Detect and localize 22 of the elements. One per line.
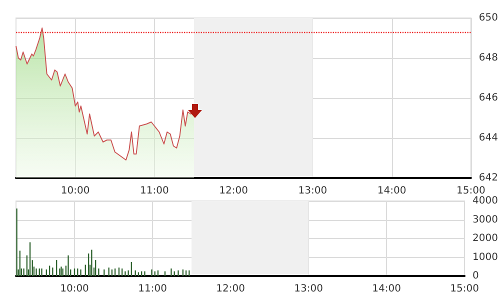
- x-tick-label: 10:00: [60, 284, 89, 294]
- x-tick-label: 13:00: [298, 186, 328, 196]
- y-tick-label: 642: [478, 172, 498, 184]
- x-tick-label: 15:00: [456, 186, 486, 196]
- x-tick-label: 11:00: [138, 284, 167, 294]
- y-tick-label: 0: [472, 270, 479, 282]
- y-tick-label: 2000: [472, 233, 498, 244]
- x-tick-label: 10:00: [60, 186, 90, 196]
- y-tick-label: 646: [478, 92, 498, 104]
- y-tick-label: 650: [478, 12, 498, 24]
- x-tick-label: 12:00: [216, 284, 245, 294]
- x-tick-label: 12:00: [219, 186, 248, 196]
- y-tick-label: 3000: [472, 214, 498, 226]
- y-tick-label: 1000: [472, 252, 498, 263]
- y-tick-label: 4000: [472, 196, 498, 206]
- x-tick-label: 14:00: [377, 186, 406, 196]
- x-tick-label: 13:00: [294, 284, 323, 294]
- y-tick-label: 644: [478, 132, 498, 144]
- x-tick-label: 15:00: [450, 284, 479, 294]
- y-tick-label: 648: [478, 52, 498, 64]
- x-tick-label: 11:00: [140, 186, 169, 196]
- x-tick-label: 14:00: [372, 284, 401, 294]
